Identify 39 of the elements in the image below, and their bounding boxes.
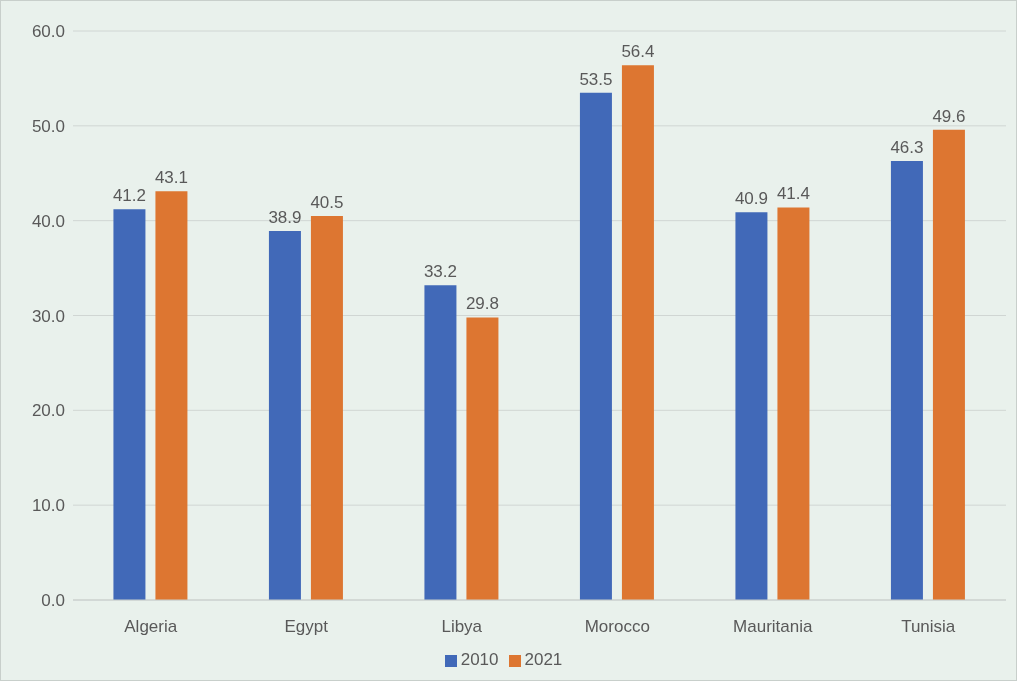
x-tick-label: Algeria — [124, 617, 178, 637]
bar — [932, 129, 965, 600]
bar — [621, 65, 654, 600]
bar — [310, 215, 343, 600]
y-tick-label: 10.0 — [31, 496, 65, 516]
x-tick-label: Tunisia — [901, 617, 956, 637]
bar — [735, 212, 768, 600]
x-tick-label: Egypt — [284, 617, 329, 637]
x-tick-label: Mauritania — [733, 617, 813, 637]
bar — [113, 209, 146, 600]
bar — [890, 160, 923, 600]
data-label: 29.8 — [465, 294, 499, 314]
legend-label: 2021 — [524, 650, 563, 669]
bar — [155, 191, 188, 600]
bar — [424, 285, 457, 600]
legend-label: 2010 — [460, 650, 499, 669]
data-label: 43.1 — [154, 168, 188, 188]
y-tick-label: 50.0 — [31, 116, 65, 136]
y-tick-label: 40.0 — [31, 211, 65, 231]
data-label: 41.2 — [112, 186, 146, 206]
data-label: 49.6 — [932, 106, 966, 126]
bar — [579, 92, 612, 600]
data-label: 33.2 — [423, 262, 457, 282]
x-tick-label: Morocco — [584, 617, 650, 637]
y-tick-label: 30.0 — [31, 306, 65, 326]
data-label: 40.5 — [310, 192, 344, 212]
data-label: 41.4 — [776, 184, 810, 204]
bar — [777, 207, 810, 600]
data-label: 38.9 — [268, 208, 302, 228]
y-tick-label: 0.0 — [41, 591, 65, 611]
data-label: 46.3 — [890, 137, 924, 157]
bar — [466, 317, 499, 600]
data-label: 53.5 — [579, 69, 613, 89]
y-tick-label: 20.0 — [31, 401, 65, 421]
bar — [268, 231, 301, 600]
data-label: 40.9 — [734, 189, 768, 209]
y-tick-label: 60.0 — [31, 22, 65, 42]
x-tick-label: Libya — [441, 617, 483, 637]
data-label: 56.4 — [621, 42, 655, 62]
